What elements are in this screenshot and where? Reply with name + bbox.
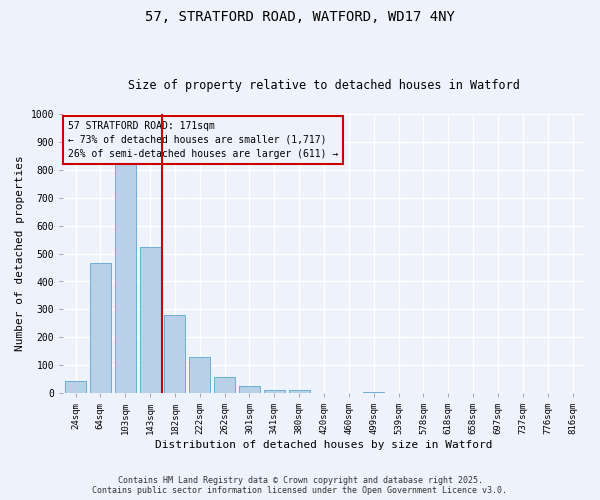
- Bar: [90, 264, 111, 393]
- Bar: [289, 390, 310, 393]
- Y-axis label: Number of detached properties: Number of detached properties: [15, 156, 25, 352]
- Title: Size of property relative to detached houses in Watford: Size of property relative to detached ho…: [128, 79, 520, 92]
- Bar: [65, 380, 86, 393]
- Text: 57 STRATFORD ROAD: 171sqm
← 73% of detached houses are smaller (1,717)
26% of se: 57 STRATFORD ROAD: 171sqm ← 73% of detac…: [68, 121, 338, 159]
- Bar: [214, 377, 235, 393]
- Bar: [239, 386, 260, 393]
- Bar: [189, 358, 211, 393]
- Text: 57, STRATFORD ROAD, WATFORD, WD17 4NY: 57, STRATFORD ROAD, WATFORD, WD17 4NY: [145, 10, 455, 24]
- Bar: [164, 315, 185, 393]
- Bar: [363, 392, 385, 393]
- X-axis label: Distribution of detached houses by size in Watford: Distribution of detached houses by size …: [155, 440, 493, 450]
- Bar: [115, 164, 136, 393]
- Text: Contains HM Land Registry data © Crown copyright and database right 2025.
Contai: Contains HM Land Registry data © Crown c…: [92, 476, 508, 495]
- Bar: [140, 246, 161, 393]
- Bar: [264, 390, 285, 393]
